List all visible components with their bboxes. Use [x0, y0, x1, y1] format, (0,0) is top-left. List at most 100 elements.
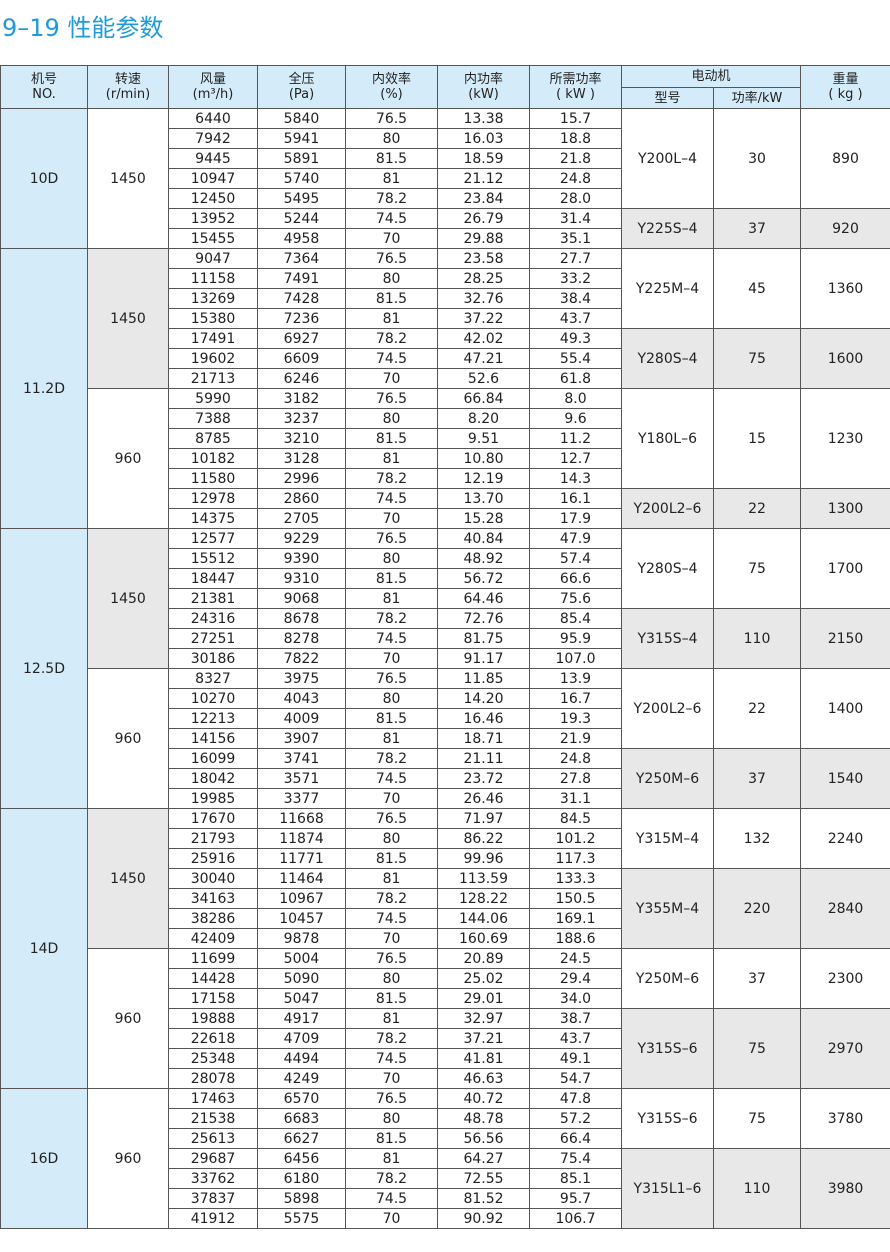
motor-power: 132: [712, 808, 802, 869]
required-power: 24.8: [529, 168, 622, 189]
weight: 2240: [800, 808, 890, 869]
header-cell: 型号: [621, 87, 714, 109]
motor-model: Y315S–4: [621, 608, 714, 669]
pressure: 4958: [257, 228, 346, 249]
speed: 1450: [87, 808, 169, 949]
required-power: 31.1: [529, 788, 622, 809]
motor-model: Y200L2–6: [621, 668, 714, 749]
flow: 21793: [168, 828, 258, 849]
required-power: 133.3: [529, 868, 622, 889]
motor-model: Y250M–6: [621, 948, 714, 1009]
flow: 17463: [168, 1088, 258, 1109]
efficiency: 78.2: [345, 888, 438, 909]
header-text: 转速: [114, 72, 141, 87]
required-power: 95.9: [529, 628, 622, 649]
flow: 11699: [168, 948, 258, 969]
flow: 22618: [168, 1028, 258, 1049]
weight: 920: [800, 208, 890, 249]
header-text: 风量: [199, 72, 226, 87]
required-power: 27.7: [529, 248, 622, 269]
header-text: (m³/h): [192, 87, 234, 102]
header-text: (r/min): [105, 87, 151, 102]
flow: 38286: [168, 908, 258, 929]
pressure: 6683: [257, 1108, 346, 1129]
motor-model: Y315S–6: [621, 1088, 714, 1149]
pressure: 4917: [257, 1008, 346, 1029]
efficiency: 74.5: [345, 488, 438, 509]
table-row: 12978 2860 74.5 13.70 16.1 Y200L2–6 22 1300: [1, 488, 890, 529]
internal-power: 32.76: [437, 288, 530, 309]
efficiency: 81: [345, 168, 438, 189]
weight: 2300: [800, 948, 890, 1009]
flow: 6440: [168, 108, 258, 129]
header-text: 内功率: [463, 72, 503, 87]
machine-no: 10D: [0, 108, 88, 249]
internal-power: 64.46: [437, 588, 530, 609]
pressure: 7236: [257, 308, 346, 329]
efficiency: 80: [345, 408, 438, 429]
required-power: 57.4: [529, 548, 622, 569]
flow: 9445: [168, 148, 258, 169]
header-text: 所需功率: [549, 72, 602, 87]
required-power: 27.8: [529, 768, 622, 789]
efficiency: 80: [345, 968, 438, 989]
internal-power: 113.59: [437, 868, 530, 889]
flow: 8785: [168, 428, 258, 449]
table-row: 14375 2705 70 15.28 17.9: [1, 508, 890, 529]
efficiency: 81: [345, 1008, 438, 1029]
table-row: 21381 9068 81 64.46 75.6: [1, 588, 890, 609]
pressure: 5244: [257, 208, 346, 229]
motor-power: 22: [712, 488, 802, 529]
table-row: 19888 4917 81 32.97 38.7 Y315S–6 75 2970: [1, 1008, 890, 1089]
efficiency: 81: [345, 588, 438, 609]
required-power: 57.2: [529, 1108, 622, 1129]
efficiency: 70: [345, 368, 438, 389]
flow: 25348: [168, 1048, 258, 1069]
internal-power: 90.92: [437, 1208, 530, 1229]
motor-model: Y250M–6: [621, 748, 714, 809]
efficiency: 70: [345, 1208, 438, 1229]
internal-power: 20.89: [437, 948, 530, 969]
pressure: 6927: [257, 328, 346, 349]
internal-power: 48.78: [437, 1108, 530, 1129]
flow: 5990: [168, 388, 258, 409]
weight: 1400: [800, 668, 890, 749]
pressure: 3377: [257, 788, 346, 809]
motor-model: Y200L–4: [621, 108, 714, 209]
motor-power: 75: [712, 528, 802, 609]
internal-power: 41.81: [437, 1048, 530, 1069]
motor-model: Y180L–6: [621, 388, 714, 489]
efficiency: 80: [345, 1108, 438, 1129]
pressure: 7491: [257, 268, 346, 289]
pressure: 9229: [257, 528, 346, 549]
weight: 2970: [800, 1008, 890, 1089]
pressure: 3741: [257, 748, 346, 769]
motor-power: 22: [712, 668, 802, 749]
flow: 34163: [168, 888, 258, 909]
motor-power: 45: [712, 248, 802, 329]
pressure: 3975: [257, 668, 346, 689]
weight: 2150: [800, 608, 890, 669]
header-text: NO.: [32, 87, 56, 102]
required-power: 18.8: [529, 128, 622, 149]
table-row: 12213 4009 81.5 16.46 19.3: [1, 708, 890, 729]
header-cell: 风量 (m³/h): [168, 65, 258, 109]
required-power: 35.1: [529, 228, 622, 249]
pressure: 6609: [257, 348, 346, 369]
pressure: 10457: [257, 908, 346, 929]
table-row: 960 11699 5004 76.5 20.89 24.5 Y250M–6 37 2300: [1, 948, 890, 1089]
required-power: 24.5: [529, 948, 622, 969]
table-row: 14D 1450 17670 11668 76.5 71.97 84.5 Y315M–4 132…: [0, 808, 890, 1089]
weight: 1230: [800, 388, 890, 489]
required-power: 24.8: [529, 748, 622, 769]
motor-power: 220: [712, 868, 802, 949]
motor-model: Y355M–4: [621, 868, 714, 949]
required-power: 47.9: [529, 528, 622, 549]
pressure: 3907: [257, 728, 346, 749]
efficiency: 76.5: [345, 528, 438, 549]
flow: 14428: [168, 968, 258, 989]
pressure: 4009: [257, 708, 346, 729]
required-power: 84.5: [529, 808, 622, 829]
motor-power: 37: [712, 208, 802, 249]
flow: 29687: [168, 1148, 258, 1169]
